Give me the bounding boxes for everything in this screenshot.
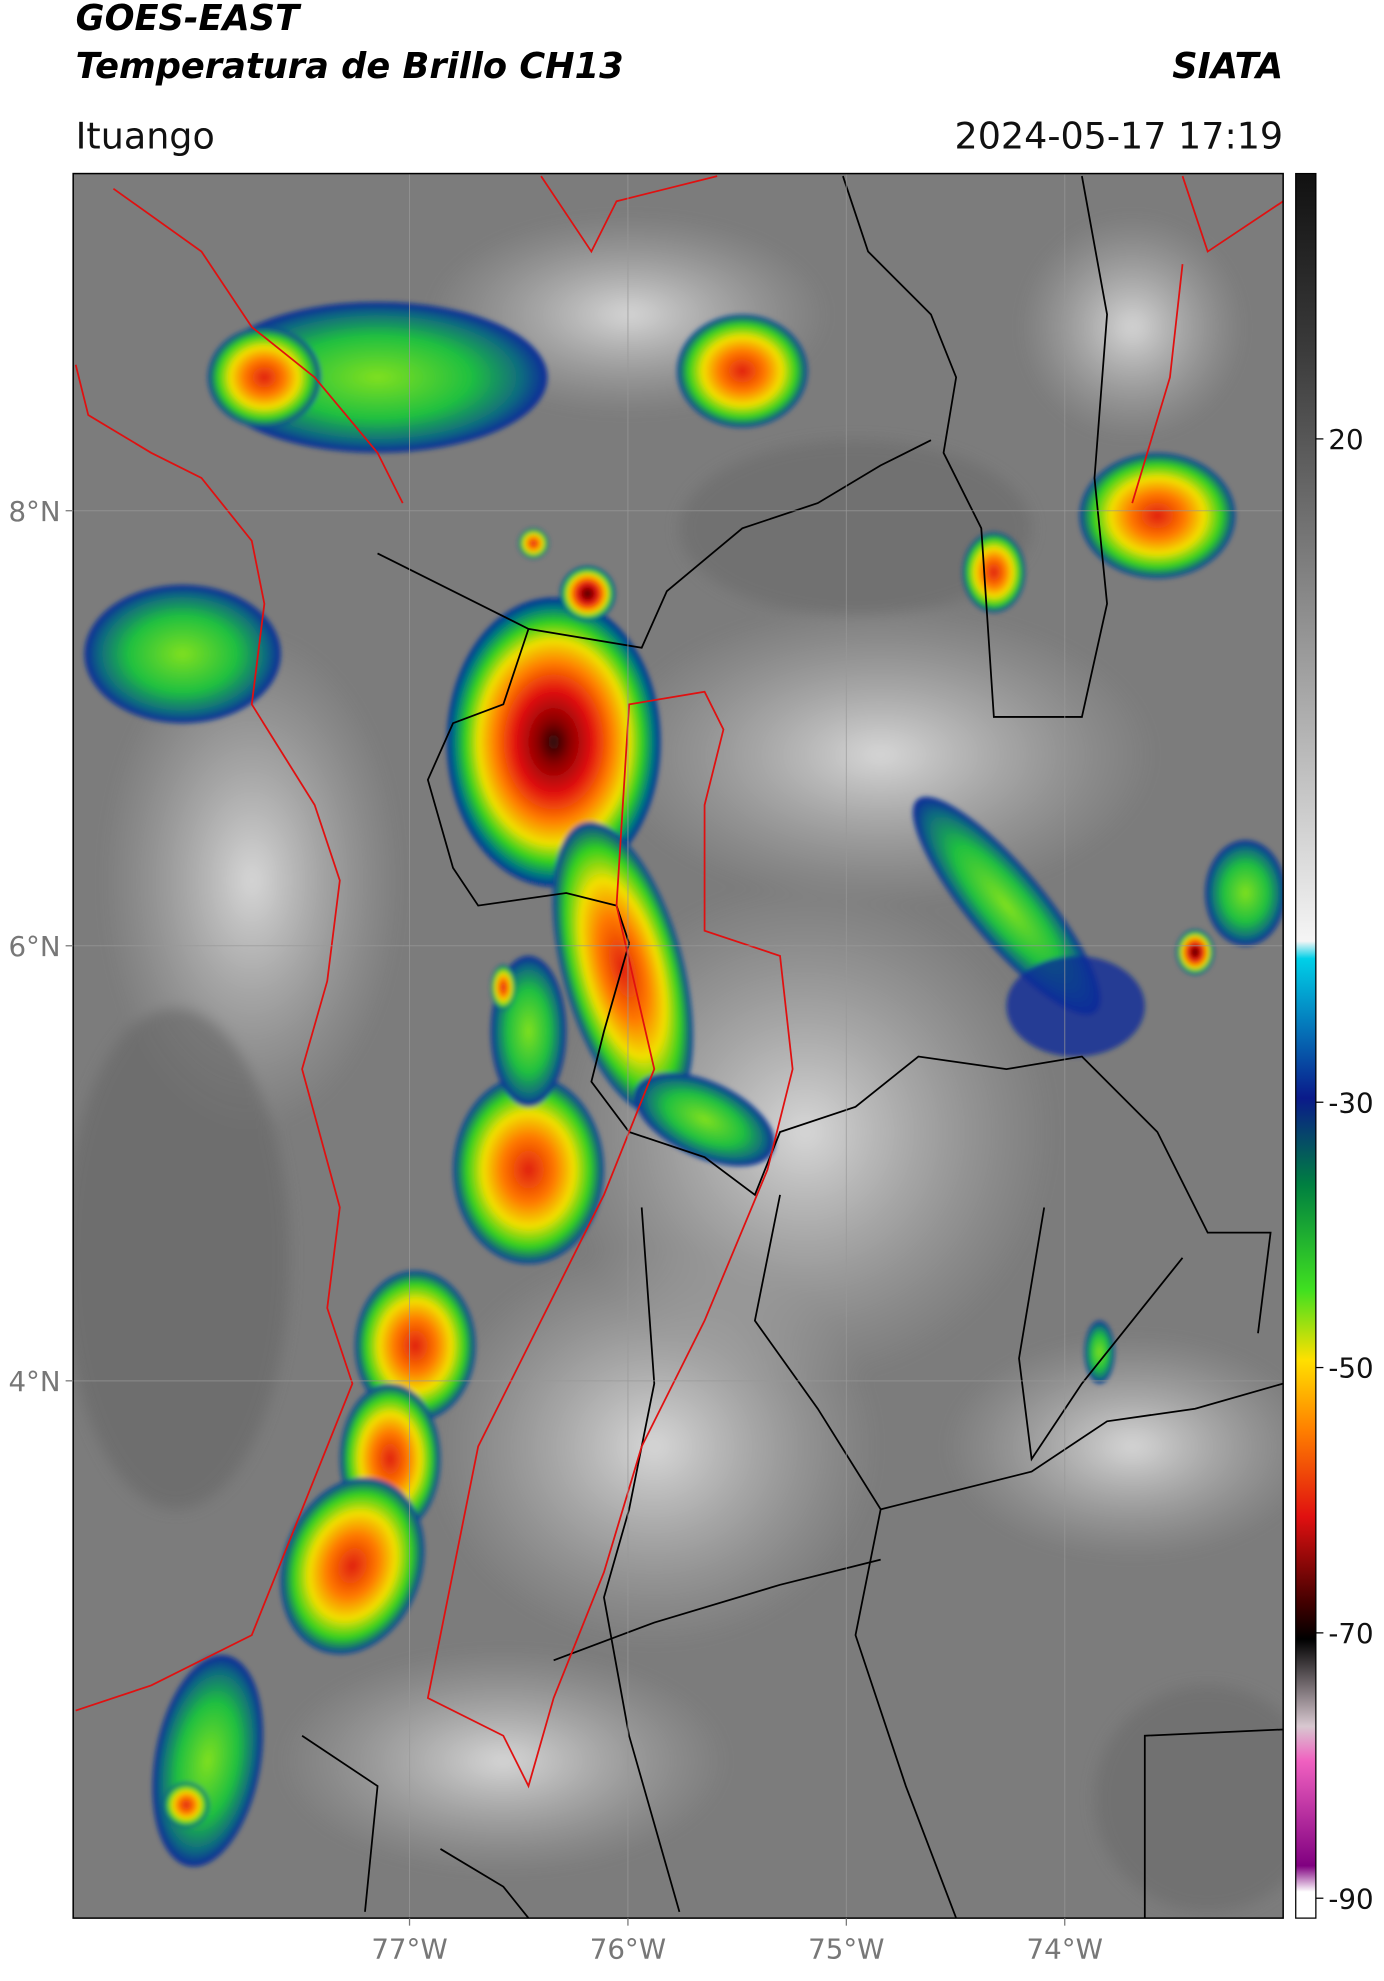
map-frame (72, 172, 1284, 1919)
x-tick-label: 77°W (371, 1932, 447, 1965)
axis-ticks: 77°W 76°W 75°W 74°W 8°N 6°N 4°N (8, 495, 1102, 1966)
satellite: GOES-EAST (76, 0, 302, 39)
agency: SIATA (1172, 46, 1283, 87)
colorbar-tick-label: -50 (1328, 1352, 1373, 1385)
admin-borders (301, 175, 1284, 1919)
location: Ituango (76, 114, 215, 157)
convection (84, 301, 1284, 1867)
y-tick-label: 4°N (8, 1365, 60, 1398)
datetime: 2024-05-17 17:19 (955, 114, 1284, 157)
colorbar-tick-label: 20 (1328, 423, 1363, 456)
clouds (73, 213, 1284, 1912)
product: Temperatura de Brillo CH13 (76, 46, 624, 87)
colorbar-tick-label: -90 (1328, 1882, 1373, 1915)
y-tick-label: 8°N (8, 495, 60, 528)
x-tick-label: 75°W (808, 1932, 884, 1965)
x-tick-label: 74°W (1027, 1932, 1103, 1965)
colorbar (1295, 172, 1317, 1919)
colorbar-ticks: 20 -30 -50 -70 -90 (1315, 423, 1374, 1915)
grid (73, 173, 1284, 1919)
colorbar-tick-label: -70 (1328, 1617, 1373, 1650)
x-tick-label: 76°W (590, 1932, 666, 1965)
colorbar-tick-label: -30 (1328, 1086, 1373, 1119)
coast-borders (74, 175, 1284, 1789)
map (73, 173, 1284, 1919)
y-tick-label: 6°N (8, 930, 60, 963)
